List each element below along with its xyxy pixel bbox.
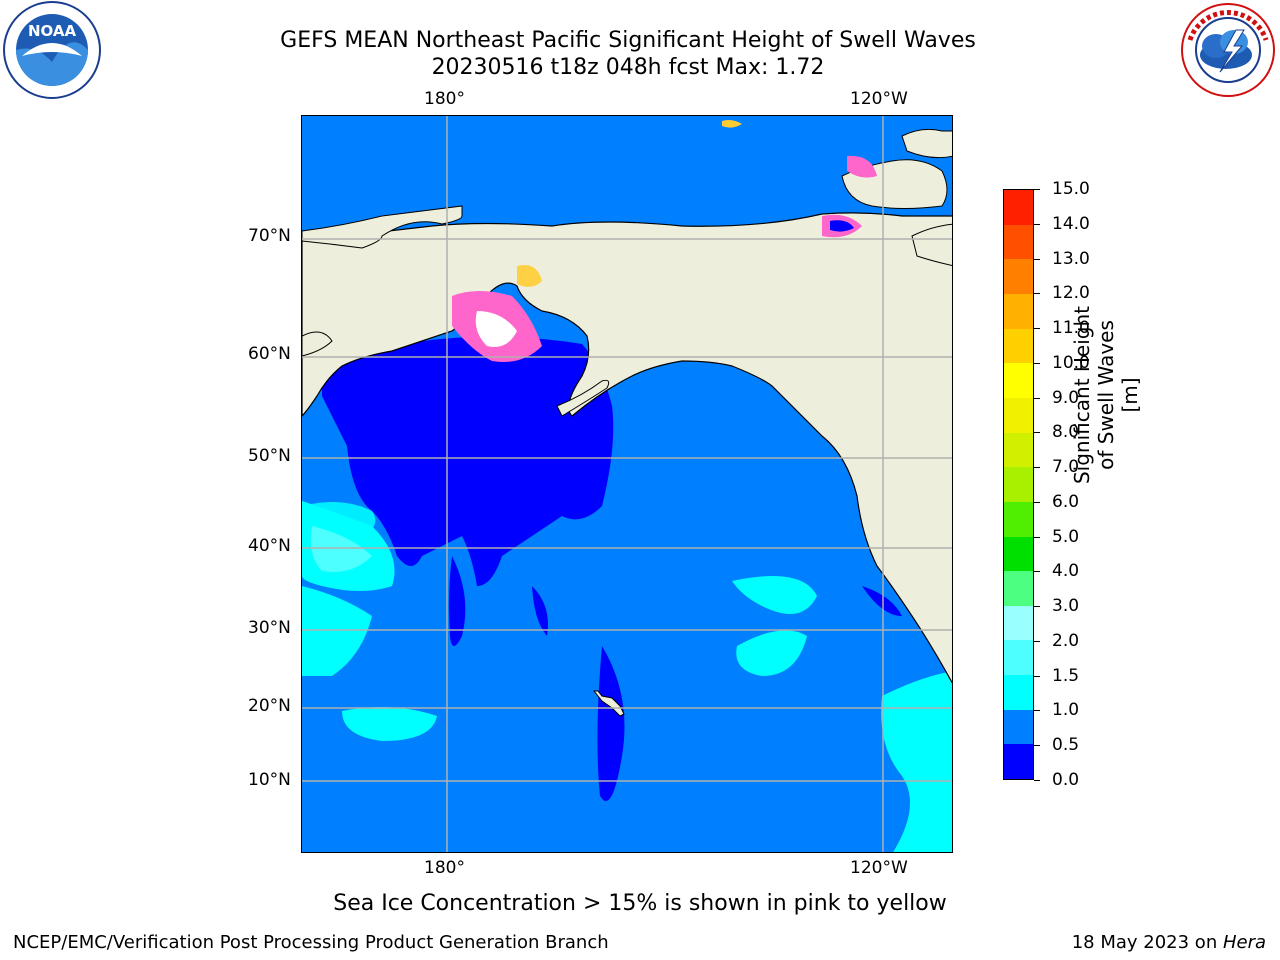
colorbar-tick-label: 5.0	[1052, 526, 1080, 547]
colorbar-tick-label: 14.0	[1052, 213, 1090, 234]
colorbar-tickmark	[1034, 710, 1040, 712]
colorbar-segment-13	[1004, 294, 1033, 329]
swell-cyan-mid-1	[732, 576, 817, 614]
colorbar-tick-label: 13.0	[1052, 248, 1090, 269]
colorbar-segment-7	[1004, 501, 1033, 537]
colorbar-segment-16	[1004, 190, 1033, 225]
noaa-logo-text: NOAA	[28, 22, 77, 40]
colorbar-tickmark	[1034, 328, 1040, 330]
swell-low-region-north	[322, 336, 614, 586]
colorbar-tick-label: 6.0	[1052, 491, 1080, 512]
colorbar-segment-10	[1004, 397, 1033, 433]
lon-label-top-180: 180°	[424, 89, 465, 109]
sea-ice-bering-core	[475, 311, 517, 347]
map-panel	[301, 115, 953, 853]
footer-date-text: 18 May 2023 on	[1071, 932, 1223, 953]
lat-label-60n: 60°N	[248, 344, 291, 364]
colorbar-segment-5	[1004, 571, 1033, 606]
colorbar-tickmark	[1034, 640, 1040, 642]
nws-logo	[1176, 0, 1280, 100]
swell-low-hawaii	[597, 646, 625, 801]
lat-label-20n: 20°N	[248, 696, 291, 716]
colorbar-tickmark	[1034, 675, 1040, 677]
colorbar-tick-label: 11.0	[1052, 318, 1090, 339]
lat-label-70n: 70°N	[248, 226, 291, 246]
land-arctic-islands-3	[911, 223, 952, 267]
colorbar-tickmark	[1034, 467, 1040, 469]
colorbar-segment-3	[1004, 640, 1033, 676]
colorbar-tickmark	[1034, 223, 1040, 225]
lon-label-bottom-180: 180°	[424, 858, 465, 878]
colorbar-tickmark	[1034, 432, 1040, 434]
colorbar-segment-6	[1004, 536, 1033, 572]
land-hawaii	[592, 690, 625, 717]
footer-branch: NCEP/EMC/Verification Post Processing Pr…	[13, 932, 609, 953]
footer-date: 18 May 2023 on Hera	[1072, 932, 1266, 953]
colorbar-tick-label: 7.0	[1052, 457, 1080, 478]
colorbar-label: Significant Height of Swell Waves [m]	[1070, 305, 1142, 485]
colorbar-tickmark	[1034, 293, 1040, 295]
colorbar-tickmark	[1034, 397, 1040, 399]
sea-ice-north	[722, 120, 742, 128]
sea-ice-norton	[517, 265, 542, 287]
colorbar-segment-9	[1004, 432, 1033, 468]
colorbar-tickmark	[1034, 362, 1040, 364]
colorbar-tick-label: 9.0	[1052, 387, 1080, 408]
colorbar-segment-14	[1004, 259, 1033, 295]
colorbar-segment-12	[1004, 328, 1033, 364]
footer-host: Hera	[1222, 932, 1266, 953]
colorbar-tickmark	[1034, 501, 1040, 503]
noaa-logo: NOAA	[0, 0, 104, 104]
lat-label-50n: 50°N	[248, 446, 291, 466]
swell-light-west	[310, 526, 372, 572]
lat-label-40n: 40°N	[248, 536, 291, 556]
swell-low-coast	[862, 586, 902, 616]
lon-label-bottom-120w: 120°W	[850, 858, 908, 878]
colorbar-segment-15	[1004, 224, 1033, 260]
land-arctic-islands-2	[901, 128, 952, 159]
colorbar-tick-label: 3.0	[1052, 596, 1080, 617]
swell-low-streak-2	[532, 586, 548, 636]
colorbar-tickmark	[1034, 189, 1040, 190]
land-alaska-peninsula	[556, 379, 610, 417]
colorbar-segment-4	[1004, 605, 1033, 641]
sea-ice-beaufort-core	[830, 220, 854, 232]
colorbar-tick-label: 2.0	[1052, 630, 1080, 651]
chart-title-line2: 20230516 t18z 048h fcst Max: 1.72	[431, 55, 825, 80]
swell-cyan-west-3	[342, 707, 437, 741]
swell-cyan-east	[881, 671, 952, 852]
lat-label-30n: 30°N	[248, 618, 291, 638]
swell-low-streak-1	[448, 556, 466, 646]
colorbar-segment-2	[1004, 675, 1033, 710]
land-kamchatka	[302, 331, 333, 357]
colorbar-tick-label: 4.0	[1052, 561, 1080, 582]
colorbar-tick-label: 0.0	[1052, 770, 1080, 790]
colorbar	[1003, 189, 1034, 780]
graticule	[302, 116, 952, 852]
colorbar-segment-8	[1004, 467, 1033, 502]
sea-ice-caption: Sea Ice Concentration > 15% is shown in …	[333, 891, 947, 916]
colorbar-tick-label: 0.5	[1052, 735, 1080, 756]
colorbar-segment-0	[1004, 744, 1033, 779]
colorbar-tickmark	[1034, 606, 1040, 608]
colorbar-tick-label: 8.0	[1052, 422, 1080, 443]
swell-cyan-mid-2	[736, 630, 807, 676]
colorbar-segment-1	[1004, 709, 1033, 745]
sea-ice-arctic	[847, 155, 877, 178]
colorbar-tickmark	[1034, 780, 1040, 781]
lon-label-top-120w: 120°W	[850, 89, 908, 109]
colorbar-tick-label: 1.0	[1052, 700, 1080, 721]
colorbar-tick-label: 10.0	[1052, 352, 1090, 373]
lat-label-10n: 10°N	[248, 770, 291, 790]
colorbar-tick-label: 1.5	[1052, 665, 1080, 686]
colorbar-tick-label: 15.0	[1052, 179, 1090, 199]
colorbar-tickmark	[1034, 571, 1040, 573]
colorbar-tickmark	[1034, 745, 1040, 747]
colorbar-tickmark	[1034, 258, 1040, 260]
colorbar-segment-11	[1004, 363, 1033, 398]
swell-cyan-west-2	[302, 586, 372, 676]
chart-title-line1: GEFS MEAN Northeast Pacific Significant …	[280, 28, 976, 53]
colorbar-tick-label: 12.0	[1052, 283, 1090, 304]
colorbar-tickmark	[1034, 536, 1040, 538]
